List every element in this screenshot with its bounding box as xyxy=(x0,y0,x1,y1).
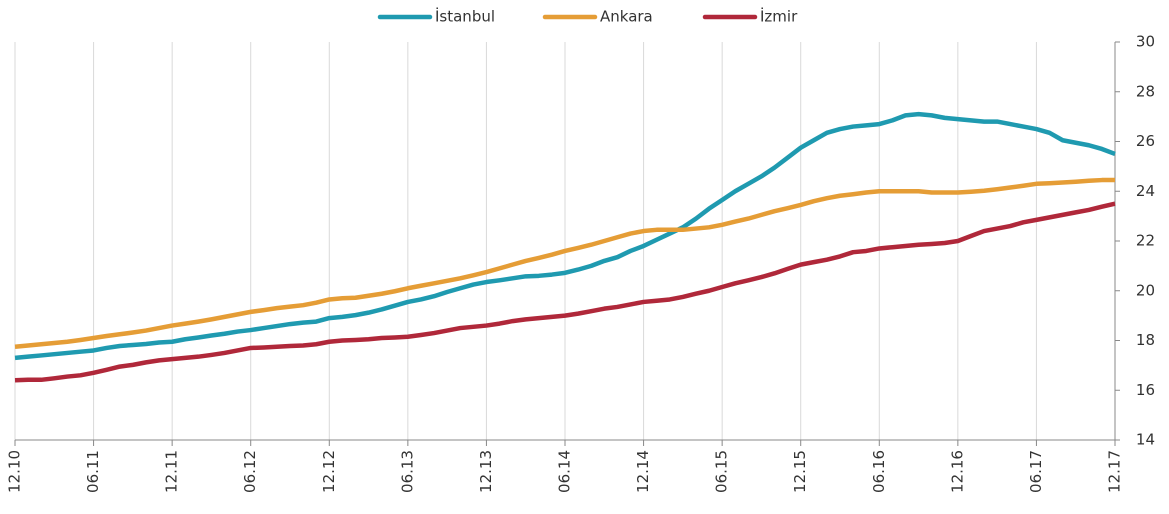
x-tick-label: 06.16 xyxy=(870,450,888,493)
y-tick-label: 24 xyxy=(1136,182,1155,200)
y-tick-label: 18 xyxy=(1136,331,1155,349)
x-tick-label: 06.12 xyxy=(241,450,259,493)
x-tick-label: 12.13 xyxy=(477,450,495,493)
legend-label: Ankara xyxy=(600,8,653,26)
x-tick-label: 12.10 xyxy=(6,450,24,493)
y-tick-label: 22 xyxy=(1136,232,1155,250)
x-tick-label: 12.11 xyxy=(163,450,181,493)
x-tick-label: 06.15 xyxy=(713,450,731,493)
legend-label: İstanbul xyxy=(435,7,495,26)
x-tick-label: 06.14 xyxy=(556,450,574,493)
series-line xyxy=(14,111,1116,361)
y-tick-label: 14 xyxy=(1136,431,1155,449)
x-tick-label: 12.17 xyxy=(1106,450,1124,493)
x-tick-label: 12.14 xyxy=(634,450,652,493)
y-tick-label: 20 xyxy=(1136,281,1155,299)
x-tick-label: 12.15 xyxy=(791,450,809,493)
x-tick-label: 06.13 xyxy=(398,450,416,493)
y-tick-label: 28 xyxy=(1136,82,1155,100)
y-tick-label: 16 xyxy=(1136,381,1155,399)
x-tick-label: 12.16 xyxy=(948,450,966,493)
x-tick-label: 06.17 xyxy=(1027,450,1045,493)
legend-label: İzmir xyxy=(760,7,798,26)
series-line xyxy=(14,201,1116,383)
series-line xyxy=(14,177,1115,349)
x-tick-label: 06.11 xyxy=(84,450,102,493)
x-tick-label: 12.12 xyxy=(320,450,338,493)
y-tick-label: 30 xyxy=(1136,33,1155,51)
y-tick-label: 26 xyxy=(1136,132,1155,150)
